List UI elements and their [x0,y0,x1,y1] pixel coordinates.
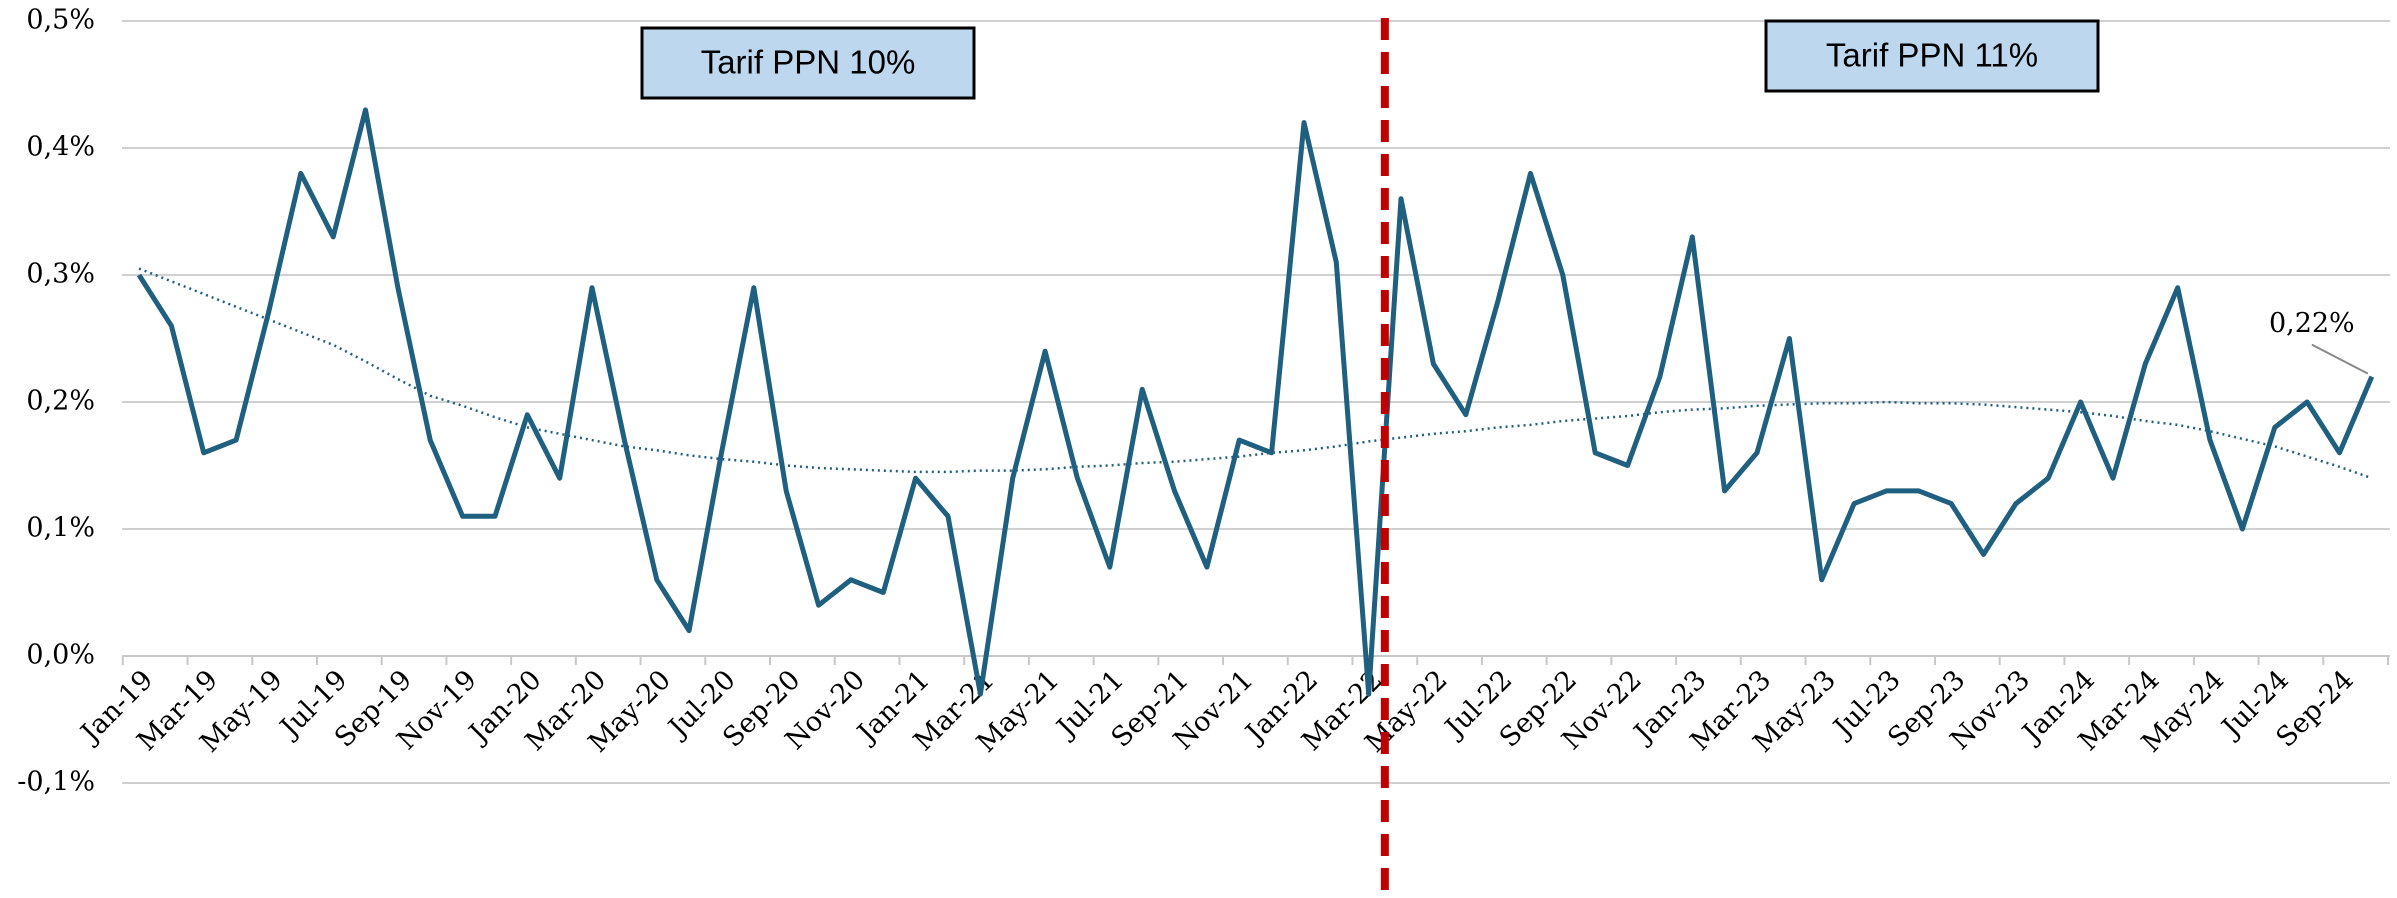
data-line [136,107,2375,697]
y-tick-label: -0,1% [17,767,95,798]
y-tick-label: 0,4% [26,132,95,163]
label-leader [2311,343,2369,375]
y-tick-label: 0,5% [26,5,95,36]
annotation-box [640,26,976,100]
data-label: 0,22% [2269,308,2355,339]
trend-line [138,267,2373,480]
y-tick-label: 0,2% [26,386,95,417]
annotation-box [1764,19,2100,93]
y-tick-label: 0,3% [26,259,95,290]
y-tick-label: 0,1% [26,513,95,544]
annotation: Tarif PPN 11% [1826,37,2038,74]
y-tick-label: 0,0% [26,640,95,671]
annotation: Tarif PPN 10% [701,44,916,81]
